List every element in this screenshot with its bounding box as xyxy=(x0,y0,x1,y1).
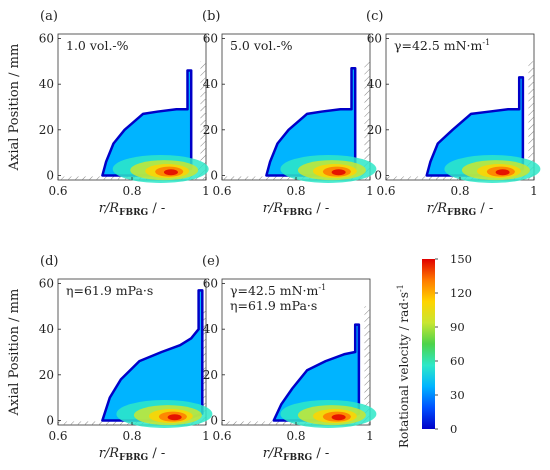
colorbar-label: Rotational velocity / rad·s-1 xyxy=(396,284,411,448)
colorbar-tick-label: 90 xyxy=(450,320,465,334)
y-tick-label: 40 xyxy=(367,77,382,91)
colorbar-tick-label: 30 xyxy=(450,388,465,402)
x-tick-label: 0.8 xyxy=(286,429,305,443)
y-tick-label: 20 xyxy=(367,123,382,137)
x-tick-label: 0.6 xyxy=(48,184,67,198)
x-axis-label: r/RFBRG / - xyxy=(427,201,494,218)
y-tick-label: 20 xyxy=(203,123,218,137)
x-tick-label: 0.8 xyxy=(122,184,141,198)
x-tick-label: 0.8 xyxy=(122,429,141,443)
x-tick-label: 0.6 xyxy=(212,429,231,443)
y-tick-label: 60 xyxy=(39,277,54,291)
velocity-contour xyxy=(331,169,346,176)
bottom-hatch xyxy=(386,176,509,180)
y-tick-label: 60 xyxy=(367,32,382,46)
panel-label: (c) xyxy=(366,9,383,24)
panel-annotation: 1.0 vol.-% xyxy=(66,38,129,53)
y-tick-label: 40 xyxy=(203,77,218,91)
colorbar-tick-label: 60 xyxy=(450,354,465,368)
y-tick-label: 0 xyxy=(46,168,54,182)
y-tick-label: 60 xyxy=(39,32,54,46)
y-tick-label: 60 xyxy=(203,277,218,291)
y-tick-label: 40 xyxy=(39,322,54,336)
y-tick-label: 0 xyxy=(210,413,218,427)
x-axis-label: r/RFBRG / - xyxy=(263,201,330,218)
velocity-contour xyxy=(163,169,178,176)
x-tick-label: 0.6 xyxy=(376,184,395,198)
panel-label: (a) xyxy=(40,9,58,24)
x-tick-label: 0.6 xyxy=(48,429,67,443)
y-axis-label: Axial Position / mm xyxy=(7,44,22,172)
y-tick-label: 40 xyxy=(203,322,218,336)
x-tick-label: 1 xyxy=(366,429,374,443)
panel-label: (b) xyxy=(202,9,220,24)
bottom-hatch xyxy=(58,176,181,180)
bottom-hatch xyxy=(222,421,345,425)
velocity-contour xyxy=(331,414,346,421)
y-tick-label: 60 xyxy=(203,32,218,46)
colorbar-gradient xyxy=(422,259,435,429)
y-tick-label: 20 xyxy=(203,368,218,382)
panel-annotation: η=61.9 mPa·s xyxy=(230,298,317,313)
colorbar-tick-label: 150 xyxy=(450,252,472,266)
panel-annotation: 5.0 vol.-% xyxy=(230,38,293,53)
panel-annotation: γ=42.5 mN·m-1 xyxy=(394,38,490,53)
x-tick-label: 0.8 xyxy=(286,184,305,198)
colorbar-tick-label: 0 xyxy=(450,422,457,436)
x-axis-label: r/RFBRG / - xyxy=(99,201,166,218)
x-tick-label: 0.8 xyxy=(450,184,469,198)
y-tick-label: 20 xyxy=(39,123,54,137)
x-tick-label: 1 xyxy=(202,429,210,443)
x-axis-label: r/RFBRG / - xyxy=(99,446,166,463)
velocity-contour xyxy=(167,414,182,421)
panel-annotation: η=61.9 mPa·s xyxy=(66,283,153,298)
x-axis-label: r/RFBRG / - xyxy=(263,446,330,463)
panel-annotation: γ=42.5 mN·m-1 xyxy=(230,283,326,298)
panel-label: (d) xyxy=(40,254,58,269)
velocity-contour xyxy=(495,169,510,176)
colorbar-tick-label: 120 xyxy=(450,286,472,300)
y-tick-label: 0 xyxy=(210,168,218,182)
y-tick-label: 20 xyxy=(39,368,54,382)
bottom-hatch xyxy=(58,421,181,425)
bottom-hatch xyxy=(222,176,345,180)
chart-panel: 0.6 0.8 1 0 20 40 60 r/RFBRG / - Axial Position … xyxy=(7,254,213,463)
y-tick-label: 0 xyxy=(374,168,382,182)
y-tick-label: 40 xyxy=(39,77,54,91)
colorbar: 150 120 90 60 30 0 Rotational velocity / rad·… xyxy=(396,252,472,448)
x-tick-label: 1 xyxy=(530,184,538,198)
panel-label: (e) xyxy=(202,254,220,269)
x-tick-label: 0.6 xyxy=(212,184,231,198)
x-tick-label: 1 xyxy=(202,184,210,198)
x-tick-label: 1 xyxy=(366,184,374,198)
y-axis-label: Axial Position / mm xyxy=(7,289,22,417)
y-tick-label: 0 xyxy=(46,413,54,427)
chart-panel: 0.6 0.8 1 0 20 40 60 r/RFBRG / - Axial Position … xyxy=(7,9,210,218)
